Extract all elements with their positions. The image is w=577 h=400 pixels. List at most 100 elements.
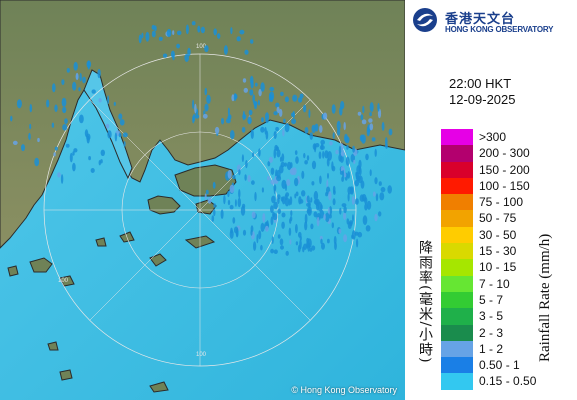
rain-echo bbox=[356, 238, 359, 248]
rain-echo bbox=[344, 133, 348, 143]
rain-echo bbox=[302, 246, 305, 253]
legend-row: 1 - 2 bbox=[441, 340, 531, 358]
rain-echo bbox=[357, 111, 362, 116]
rain-echo bbox=[60, 174, 64, 184]
rain-echo bbox=[281, 221, 285, 229]
rain-echo bbox=[273, 249, 278, 254]
rain-echo bbox=[369, 112, 372, 117]
rain-echo bbox=[72, 151, 75, 156]
lantau-island bbox=[147, 195, 181, 215]
rain-echo bbox=[229, 229, 234, 239]
rain-echo bbox=[365, 225, 371, 232]
rain-echo bbox=[250, 80, 254, 89]
rain-echo bbox=[307, 238, 312, 248]
rain-echo bbox=[295, 241, 299, 246]
rain-echo bbox=[202, 113, 208, 119]
rain-echo bbox=[360, 180, 365, 189]
rain-echo bbox=[250, 225, 254, 233]
rain-echo bbox=[166, 28, 172, 38]
rain-echo bbox=[277, 234, 281, 239]
rain-echo bbox=[238, 169, 241, 176]
legend-range-label: 30 - 50 bbox=[479, 227, 517, 242]
legend-title-en: Rainfall Rate (mm/h) bbox=[537, 233, 553, 362]
rain-echo bbox=[388, 128, 393, 136]
rain-echo bbox=[341, 203, 347, 208]
rain-echo bbox=[270, 248, 274, 254]
rain-echo bbox=[280, 91, 284, 96]
rain-echo bbox=[54, 104, 58, 112]
rain-echo bbox=[118, 113, 123, 120]
rain-echo bbox=[253, 241, 257, 251]
rain-echo bbox=[107, 130, 112, 139]
rain-echo bbox=[232, 174, 236, 180]
legend-range-label: 2 - 3 bbox=[479, 325, 504, 340]
rain-echo bbox=[256, 234, 259, 244]
rain-echo bbox=[227, 190, 230, 198]
rain-echo bbox=[270, 179, 276, 185]
rain-echo bbox=[141, 32, 144, 39]
rain-echo bbox=[381, 121, 385, 131]
rain-echo bbox=[100, 149, 106, 156]
rain-echo bbox=[328, 214, 332, 219]
rain-echo bbox=[82, 76, 86, 84]
rain-echo bbox=[227, 107, 230, 117]
rain-echo bbox=[119, 119, 125, 126]
rain-echo bbox=[276, 169, 281, 179]
rain-echo bbox=[91, 89, 96, 94]
rain-echo bbox=[236, 36, 241, 42]
rain-echo bbox=[248, 109, 253, 116]
rain-echo bbox=[292, 94, 298, 102]
rain-echo bbox=[365, 153, 369, 161]
rain-echo bbox=[271, 195, 276, 204]
rain-echo bbox=[301, 190, 306, 197]
legend-row: 5 - 7 bbox=[441, 291, 531, 309]
rain-echo bbox=[270, 167, 275, 175]
rain-echo bbox=[69, 152, 73, 163]
rain-echo bbox=[204, 45, 209, 53]
rain-echo bbox=[272, 213, 278, 221]
rain-echo bbox=[276, 106, 280, 114]
rain-echo bbox=[273, 201, 279, 210]
rain-echo bbox=[301, 170, 305, 179]
legend-range-label: 10 - 15 bbox=[479, 260, 517, 275]
rain-echo bbox=[277, 194, 281, 200]
rain-echo bbox=[90, 168, 95, 173]
legend-swatch bbox=[441, 145, 473, 162]
rain-echo bbox=[309, 132, 313, 140]
legend-row: 75 - 100 bbox=[441, 194, 531, 211]
legend-row: 200 - 300 bbox=[441, 145, 531, 162]
rain-echo bbox=[347, 222, 352, 229]
rain-echo bbox=[270, 205, 274, 214]
rain-echo bbox=[258, 88, 262, 97]
rain-echo bbox=[138, 34, 142, 44]
legend-swatch bbox=[441, 308, 473, 325]
radar-map[interactable]: 100 100 100 © Hong Kong Observatory bbox=[0, 0, 405, 400]
rain-echo bbox=[252, 152, 255, 158]
rain-echo bbox=[243, 87, 248, 93]
rain-echo bbox=[276, 149, 281, 158]
rain-echo bbox=[254, 82, 258, 87]
rain-echo bbox=[227, 169, 232, 179]
rain-echo bbox=[347, 171, 351, 179]
rain-echo bbox=[354, 179, 360, 187]
rain-echo bbox=[294, 177, 299, 187]
rain-echo bbox=[162, 53, 168, 58]
legend-swatch bbox=[441, 324, 473, 341]
rain-echo bbox=[207, 197, 212, 204]
rain-echo bbox=[61, 79, 65, 85]
rain-echo bbox=[351, 234, 355, 239]
legend-range-label: 0.50 - 1 bbox=[479, 358, 520, 373]
rain-echo bbox=[151, 30, 156, 38]
rain-echo bbox=[332, 132, 335, 140]
rain-echo bbox=[29, 104, 33, 113]
rain-echo bbox=[291, 118, 297, 125]
rain-echo bbox=[316, 216, 320, 227]
rain-echo bbox=[313, 190, 319, 201]
rain-echo bbox=[289, 218, 292, 224]
rain-echo bbox=[331, 161, 334, 171]
rain-echo bbox=[355, 198, 359, 205]
rain-echo bbox=[339, 170, 344, 175]
rain-echo bbox=[345, 156, 350, 166]
rain-echo bbox=[79, 73, 82, 82]
rain-echo bbox=[339, 106, 343, 116]
